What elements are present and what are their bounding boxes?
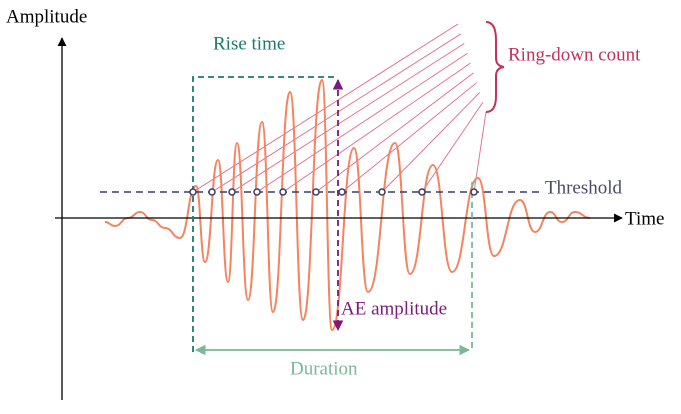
- threshold-label: Threshold: [545, 177, 623, 198]
- crossing-point: [253, 188, 261, 196]
- crossing-points: [189, 188, 478, 196]
- ring-down-line: [381, 92, 481, 193]
- crossing-point: [208, 188, 216, 196]
- ring-down-line: [341, 82, 477, 193]
- crossing-point: [189, 188, 197, 196]
- ring-down-brace: [485, 21, 505, 113]
- y-axis-label: Amplitude: [6, 6, 87, 27]
- ring-down-line: [282, 62, 471, 193]
- crossing-point: [338, 188, 346, 196]
- crossing-point: [312, 188, 320, 196]
- ring-down-line: [421, 101, 484, 193]
- rise-time-label: Rise time: [213, 33, 285, 54]
- x-axis-label: Time: [625, 208, 664, 229]
- crossing-point: [279, 188, 287, 196]
- crossing-point: [418, 188, 426, 196]
- crossing-point: [470, 188, 478, 196]
- crossing-point: [378, 188, 386, 196]
- crossing-point: [228, 188, 236, 196]
- ring-down-line: [231, 43, 465, 193]
- ring-down-line: [315, 72, 474, 193]
- ring-down-label: Ring-down count: [508, 44, 641, 65]
- duration-label: Duration: [290, 358, 358, 379]
- waveform: [104, 78, 591, 332]
- ae-amplitude-label: AE amplitude: [341, 298, 447, 319]
- rise-time-bracket: [192, 76, 335, 352]
- ring-down-line: [256, 52, 468, 193]
- ring-down-line: [211, 33, 462, 193]
